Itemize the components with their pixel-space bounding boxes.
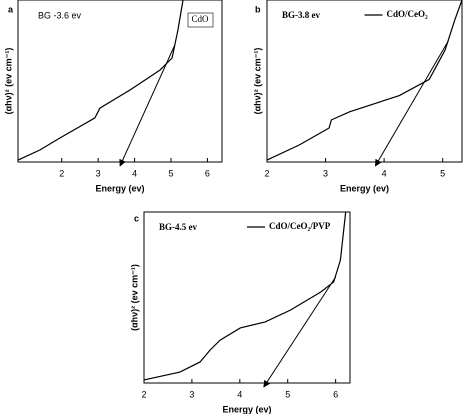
legend-label: CdO [191, 14, 209, 24]
curve [266, 0, 463, 161]
y-axis-label: (αhν)² (ev cm⁻¹) [3, 48, 13, 115]
panel-label: a [8, 4, 14, 14]
x-tick-label: 2 [264, 168, 269, 178]
curve [143, 211, 347, 381]
y-axis-label: (αhν)² (ev cm⁻¹) [129, 264, 139, 331]
plot-frame [17, 0, 223, 163]
x-tick-label: 4 [132, 168, 137, 178]
panel-label: c [134, 213, 139, 223]
tangent-arrow [374, 40, 449, 167]
x-tick-label: 2 [141, 389, 146, 399]
plot-frame [143, 211, 351, 384]
y-axis-label: (αhν)² (ev cm⁻¹) [252, 48, 262, 115]
x-tick-label: 4 [237, 389, 242, 399]
x-tick-label: 3 [323, 168, 328, 178]
curve [17, 0, 184, 161]
panel-label: b [255, 4, 261, 14]
x-tick-label: 3 [189, 389, 194, 399]
x-tick-label: 5 [168, 168, 173, 178]
x-tick-label: 6 [205, 168, 210, 178]
x-axis-label: Energy (ev) [340, 183, 389, 193]
x-tick-label: 4 [382, 168, 387, 178]
legend-label: CdO/CeO₂/PVP [269, 221, 331, 231]
legend-label: CdO/CeO₂ [387, 9, 429, 19]
legend-box [187, 12, 214, 28]
band-gap-annotation: BG-4.5 ev [159, 222, 197, 232]
x-tick-label: 2 [59, 168, 64, 178]
plot-frame [266, 0, 463, 163]
x-axis-label: Energy (ev) [95, 183, 144, 193]
tangent-arrow [263, 276, 337, 388]
x-tick-label: 6 [333, 389, 338, 399]
band-gap-annotation: BG -3.6 ev [38, 10, 82, 20]
band-gap-annotation: BG-3.8 ev [282, 10, 320, 20]
tangent-arrow [119, 45, 176, 167]
x-axis-label: Energy (ev) [222, 404, 271, 414]
x-tick-label: 3 [96, 168, 101, 178]
x-tick-label: 5 [440, 168, 445, 178]
x-tick-label: 5 [285, 389, 290, 399]
